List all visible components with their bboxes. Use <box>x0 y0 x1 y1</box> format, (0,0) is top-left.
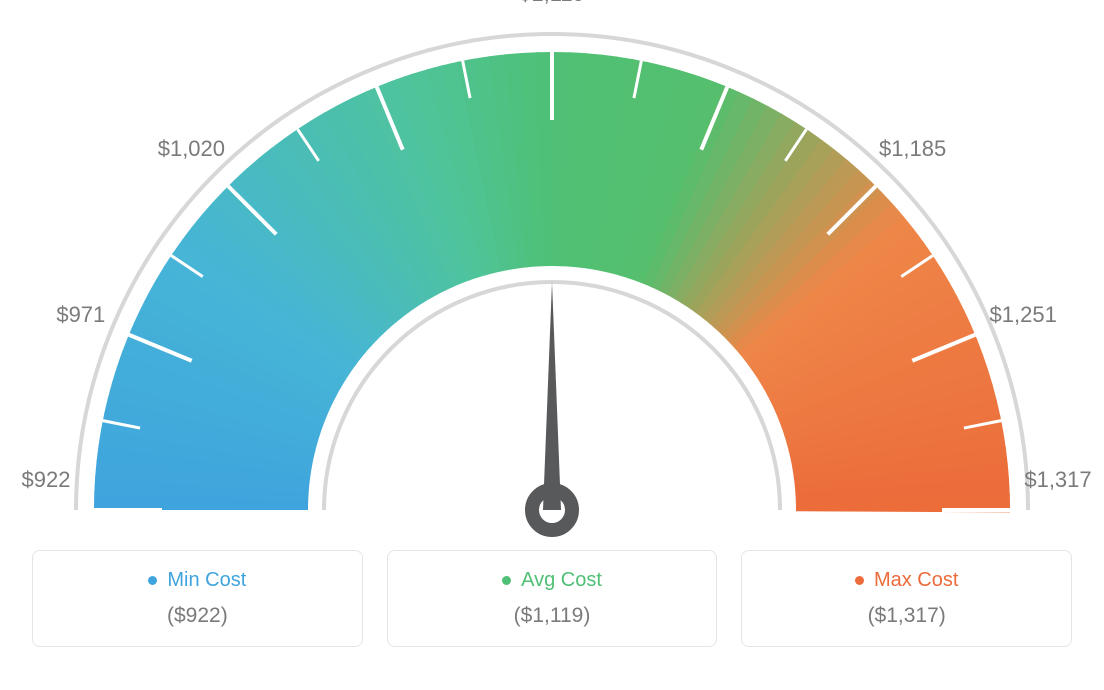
max-cost-card: Max Cost ($1,317) <box>741 550 1072 647</box>
gauge-tick-label: $922 <box>22 467 71 493</box>
avg-cost-title: Avg Cost <box>521 569 602 592</box>
summary-cards: Min Cost ($922) Avg Cost ($1,119) Max Co… <box>0 550 1104 647</box>
gauge-tick-label: $1,317 <box>1024 467 1091 493</box>
min-cost-dot-icon <box>148 576 157 585</box>
min-cost-title: Min Cost <box>167 569 246 592</box>
gauge-tick-label: $1,119 <box>519 0 585 7</box>
gauge-svg <box>0 0 1104 560</box>
cost-gauge: $922 $971 $1,020 $1,119 $1,185 $1,251 $1,317 <box>0 0 1104 560</box>
gauge-tick-label: $1,185 <box>879 136 946 162</box>
gauge-tick-label: $1,251 <box>990 302 1057 328</box>
avg-cost-card: Avg Cost ($1,119) <box>387 550 718 647</box>
gauge-tick-label: $971 <box>56 302 105 328</box>
min-cost-card: Min Cost ($922) <box>32 550 363 647</box>
max-cost-title-row: Max Cost <box>855 569 958 592</box>
min-cost-title-row: Min Cost <box>148 569 246 592</box>
avg-cost-dot-icon <box>502 576 511 585</box>
max-cost-title: Max Cost <box>874 569 958 592</box>
max-cost-value: ($1,317) <box>752 604 1061 628</box>
min-cost-value: ($922) <box>43 604 352 628</box>
gauge-tick-label: $1,020 <box>158 136 225 162</box>
avg-cost-value: ($1,119) <box>398 604 707 628</box>
max-cost-dot-icon <box>855 576 864 585</box>
avg-cost-title-row: Avg Cost <box>502 569 602 592</box>
